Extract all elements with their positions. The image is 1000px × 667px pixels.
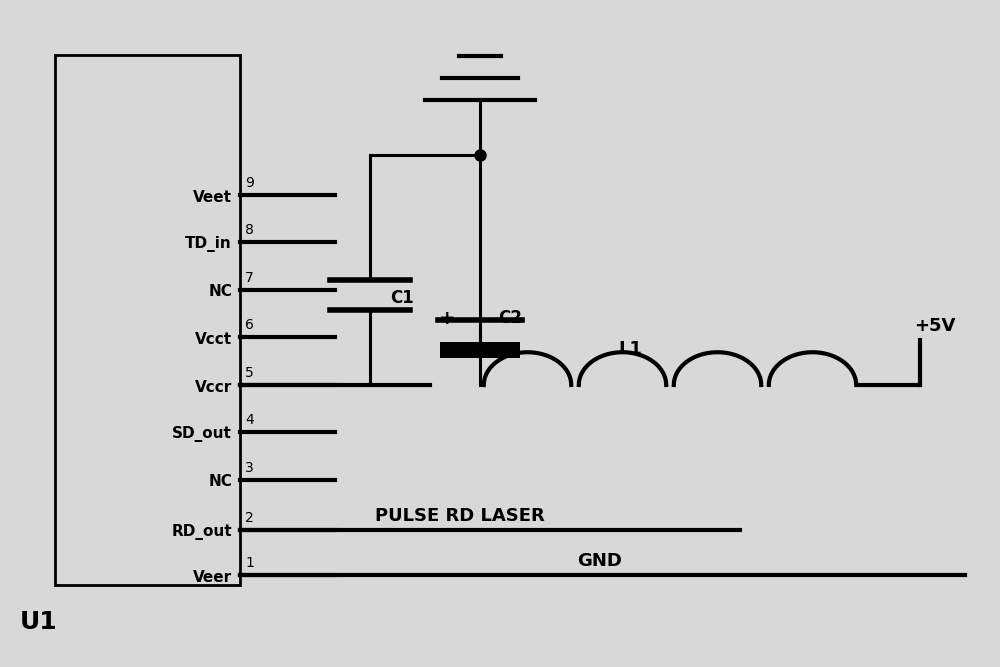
Text: SD_out: SD_out	[172, 426, 232, 442]
Text: Veer: Veer	[193, 570, 232, 584]
Text: 8: 8	[245, 223, 254, 237]
Text: TD_in: TD_in	[185, 236, 232, 252]
Text: NC: NC	[208, 285, 232, 299]
Text: U1: U1	[20, 610, 58, 634]
Text: Veet: Veet	[193, 189, 232, 205]
Text: C2: C2	[498, 309, 522, 327]
Text: L1: L1	[618, 340, 642, 358]
Text: 7: 7	[245, 271, 254, 285]
Text: 6: 6	[245, 318, 254, 332]
Text: Vcct: Vcct	[195, 331, 232, 346]
Text: PULSE RD LASER: PULSE RD LASER	[375, 507, 545, 525]
Text: 1: 1	[245, 556, 254, 570]
Text: 5: 5	[245, 366, 254, 380]
Text: +5V: +5V	[914, 317, 956, 335]
Bar	[440, 342, 520, 358]
Text: NC: NC	[208, 474, 232, 490]
Text: GND: GND	[578, 552, 622, 570]
Text: +: +	[438, 309, 455, 327]
Text: 4: 4	[245, 413, 254, 427]
Text: Vccr: Vccr	[195, 380, 232, 394]
Text: RD_out: RD_out	[171, 524, 232, 540]
Bar	[55, 55, 240, 585]
Text: 3: 3	[245, 461, 254, 475]
Text: 2: 2	[245, 511, 254, 525]
Text: 9: 9	[245, 176, 254, 190]
Text: C1: C1	[390, 289, 414, 307]
